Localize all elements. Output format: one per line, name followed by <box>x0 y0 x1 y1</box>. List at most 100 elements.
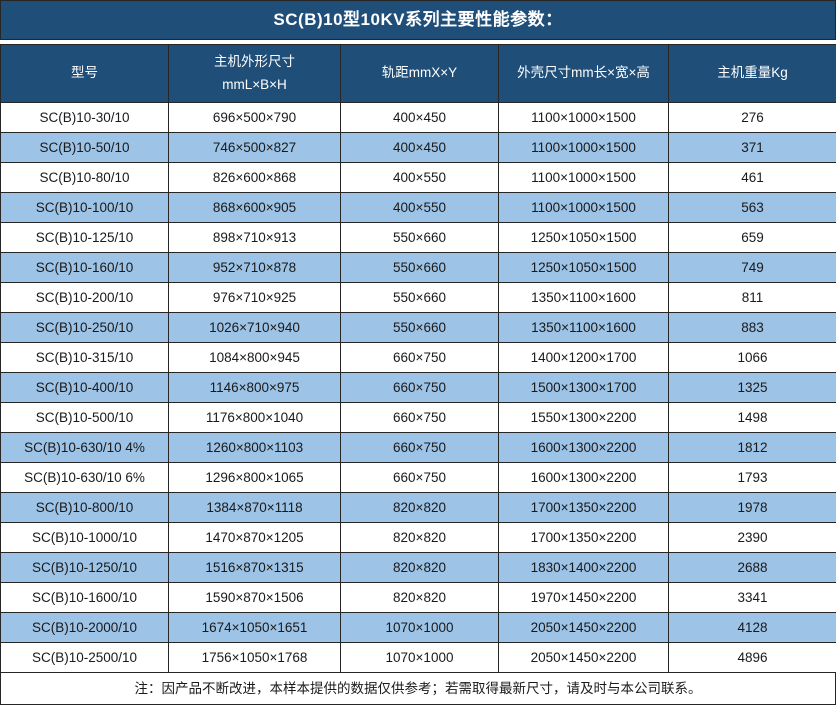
table-cell: 1978 <box>668 492 836 523</box>
table-cell: 660×750 <box>340 432 499 463</box>
table-cell: 976×710×925 <box>168 282 341 313</box>
table-cell: 811 <box>668 282 836 313</box>
table-cell: SC(B)10-1000/10 <box>0 522 169 553</box>
table-cell: 276 <box>668 102 836 133</box>
table-cell: 1516×870×1315 <box>168 552 341 583</box>
table-cell: 2050×1450×2200 <box>498 612 669 643</box>
table-cell: 1070×1000 <box>340 612 499 643</box>
table-cell: 1700×1350×2200 <box>498 522 669 553</box>
table-cell: 1470×870×1205 <box>168 522 341 553</box>
table-cell: 1325 <box>668 372 836 403</box>
table-cell: 1384×870×1118 <box>168 492 341 523</box>
table-row: SC(B)10-1250/10 1516×870×1315 820×820 1830×… <box>0 552 836 583</box>
table-cell: 1296×800×1065 <box>168 462 341 493</box>
table-cell: 550×660 <box>340 312 499 343</box>
table-cell: 749 <box>668 252 836 283</box>
table-cell: 1100×1000×1500 <box>498 132 669 163</box>
table-cell: 2390 <box>668 522 836 553</box>
table-cell: 1100×1000×1500 <box>498 192 669 223</box>
table-cell: SC(B)10-30/10 <box>0 102 169 133</box>
table-cell: SC(B)10-1250/10 <box>0 552 169 583</box>
table-cell: 1550×1300×2200 <box>498 402 669 433</box>
table-cell: 1590×870×1506 <box>168 582 341 613</box>
table-cell: 1146×800×975 <box>168 372 341 403</box>
table-cell: SC(B)10-1600/10 <box>0 582 169 613</box>
table-cell: 826×600×868 <box>168 162 341 193</box>
table-cell: 1756×1050×1768 <box>168 642 341 673</box>
table-cell: 1600×1300×2200 <box>498 462 669 493</box>
table-body: SC(B)10-30/10 696×500×790 400×450 1100×1000… <box>0 102 836 673</box>
spec-table: 型号 主机外形尺寸 mmL×B×H 轨距mmX×Y 外壳尺寸mm长×宽×高 主机重量Kg… <box>0 44 836 673</box>
table-row: SC(B)10-400/10 1146×800×975 660×750 1500×13… <box>0 372 836 403</box>
table-cell: 1100×1000×1500 <box>498 162 669 193</box>
table-cell: SC(B)10-315/10 <box>0 342 169 373</box>
header-row: 型号 主机外形尺寸 mmL×B×H 轨距mmX×Y 外壳尺寸mm长×宽×高 主机重量Kg <box>0 44 836 103</box>
table-cell: 1674×1050×1651 <box>168 612 341 643</box>
table-cell: 1830×1400×2200 <box>498 552 669 583</box>
page-title: SC(B)10型10KV系列主要性能参数： <box>0 0 836 40</box>
table-cell: 1970×1450×2200 <box>498 582 669 613</box>
table-row: SC(B)10-30/10 696×500×790 400×450 1100×1000… <box>0 102 836 133</box>
table-cell: 4128 <box>668 612 836 643</box>
table-row: SC(B)10-630/10 6% 1296×800×1065 660×750 160… <box>0 462 836 493</box>
table-row: SC(B)10-160/10 952×710×878 550×660 1250×105… <box>0 252 836 283</box>
table-cell: 1700×1350×2200 <box>498 492 669 523</box>
table-cell: 1100×1000×1500 <box>498 102 669 133</box>
table-cell: 883 <box>668 312 836 343</box>
table-row: SC(B)10-2500/10 1756×1050×1768 1070×1000 20… <box>0 642 836 673</box>
table-cell: 1084×800×945 <box>168 342 341 373</box>
table-cell: 746×500×827 <box>168 132 341 163</box>
table-cell: SC(B)10-630/10 4% <box>0 432 169 463</box>
table-cell: SC(B)10-400/10 <box>0 372 169 403</box>
footer-note: 注：因产品不断改进，本样本提供的数据仅供参考；若需取得最新尺寸，请及时与本公司联… <box>0 672 836 705</box>
table-row: SC(B)10-200/10 976×710×925 550×660 1350×110… <box>0 282 836 313</box>
table-cell: SC(B)10-100/10 <box>0 192 169 223</box>
table-cell: 400×550 <box>340 162 499 193</box>
table-row: SC(B)10-100/10 868×600×905 400×550 1100×100… <box>0 192 836 223</box>
table-cell: 1250×1050×1500 <box>498 222 669 253</box>
table-cell: 400×450 <box>340 102 499 133</box>
table-cell: SC(B)10-250/10 <box>0 312 169 343</box>
table-cell: 550×660 <box>340 252 499 283</box>
column-header: 轨距mmX×Y <box>340 44 499 103</box>
table-cell: SC(B)10-200/10 <box>0 282 169 313</box>
table-cell: 1026×710×940 <box>168 312 341 343</box>
table-row: SC(B)10-250/10 1026×710×940 550×660 1350×11… <box>0 312 836 343</box>
table-cell: 1812 <box>668 432 836 463</box>
table-cell: 820×820 <box>340 492 499 523</box>
table-cell: 1066 <box>668 342 836 373</box>
column-header: 主机重量Kg <box>668 44 836 103</box>
table-cell: 400×450 <box>340 132 499 163</box>
table-row: SC(B)10-1000/10 1470×870×1205 820×820 1700×… <box>0 522 836 553</box>
table-cell: SC(B)10-500/10 <box>0 402 169 433</box>
table-row: SC(B)10-315/10 1084×800×945 660×750 1400×12… <box>0 342 836 373</box>
table-cell: SC(B)10-800/10 <box>0 492 169 523</box>
table-cell: 820×820 <box>340 582 499 613</box>
table-header: 型号 主机外形尺寸 mmL×B×H 轨距mmX×Y 外壳尺寸mm长×宽×高 主机重量Kg <box>0 44 836 103</box>
table-row: SC(B)10-80/10 826×600×868 400×550 1100×1000… <box>0 162 836 193</box>
column-header: 主机外形尺寸 mmL×B×H <box>168 44 341 103</box>
table-cell: SC(B)10-2000/10 <box>0 612 169 643</box>
table-cell: 1260×800×1103 <box>168 432 341 463</box>
table-row: SC(B)10-125/10 898×710×913 550×660 1250×105… <box>0 222 836 253</box>
table-cell: 1793 <box>668 462 836 493</box>
table-cell: 696×500×790 <box>168 102 341 133</box>
table-cell: 400×550 <box>340 192 499 223</box>
table-cell: 1250×1050×1500 <box>498 252 669 283</box>
table-cell: 1500×1300×1700 <box>498 372 669 403</box>
table-cell: 1498 <box>668 402 836 433</box>
table-row: SC(B)10-1600/10 1590×870×1506 820×820 1970×… <box>0 582 836 613</box>
table-cell: 820×820 <box>340 522 499 553</box>
table-cell: SC(B)10-80/10 <box>0 162 169 193</box>
table-cell: 660×750 <box>340 402 499 433</box>
table-cell: 820×820 <box>340 552 499 583</box>
table-cell: 1400×1200×1700 <box>498 342 669 373</box>
table-cell: 659 <box>668 222 836 253</box>
table-cell: 563 <box>668 192 836 223</box>
table-cell: 1350×1100×1600 <box>498 282 669 313</box>
table-cell: 371 <box>668 132 836 163</box>
table-row: SC(B)10-50/10 746×500×827 400×450 1100×1000… <box>0 132 836 163</box>
table-cell: SC(B)10-630/10 6% <box>0 462 169 493</box>
table-cell: 660×750 <box>340 372 499 403</box>
